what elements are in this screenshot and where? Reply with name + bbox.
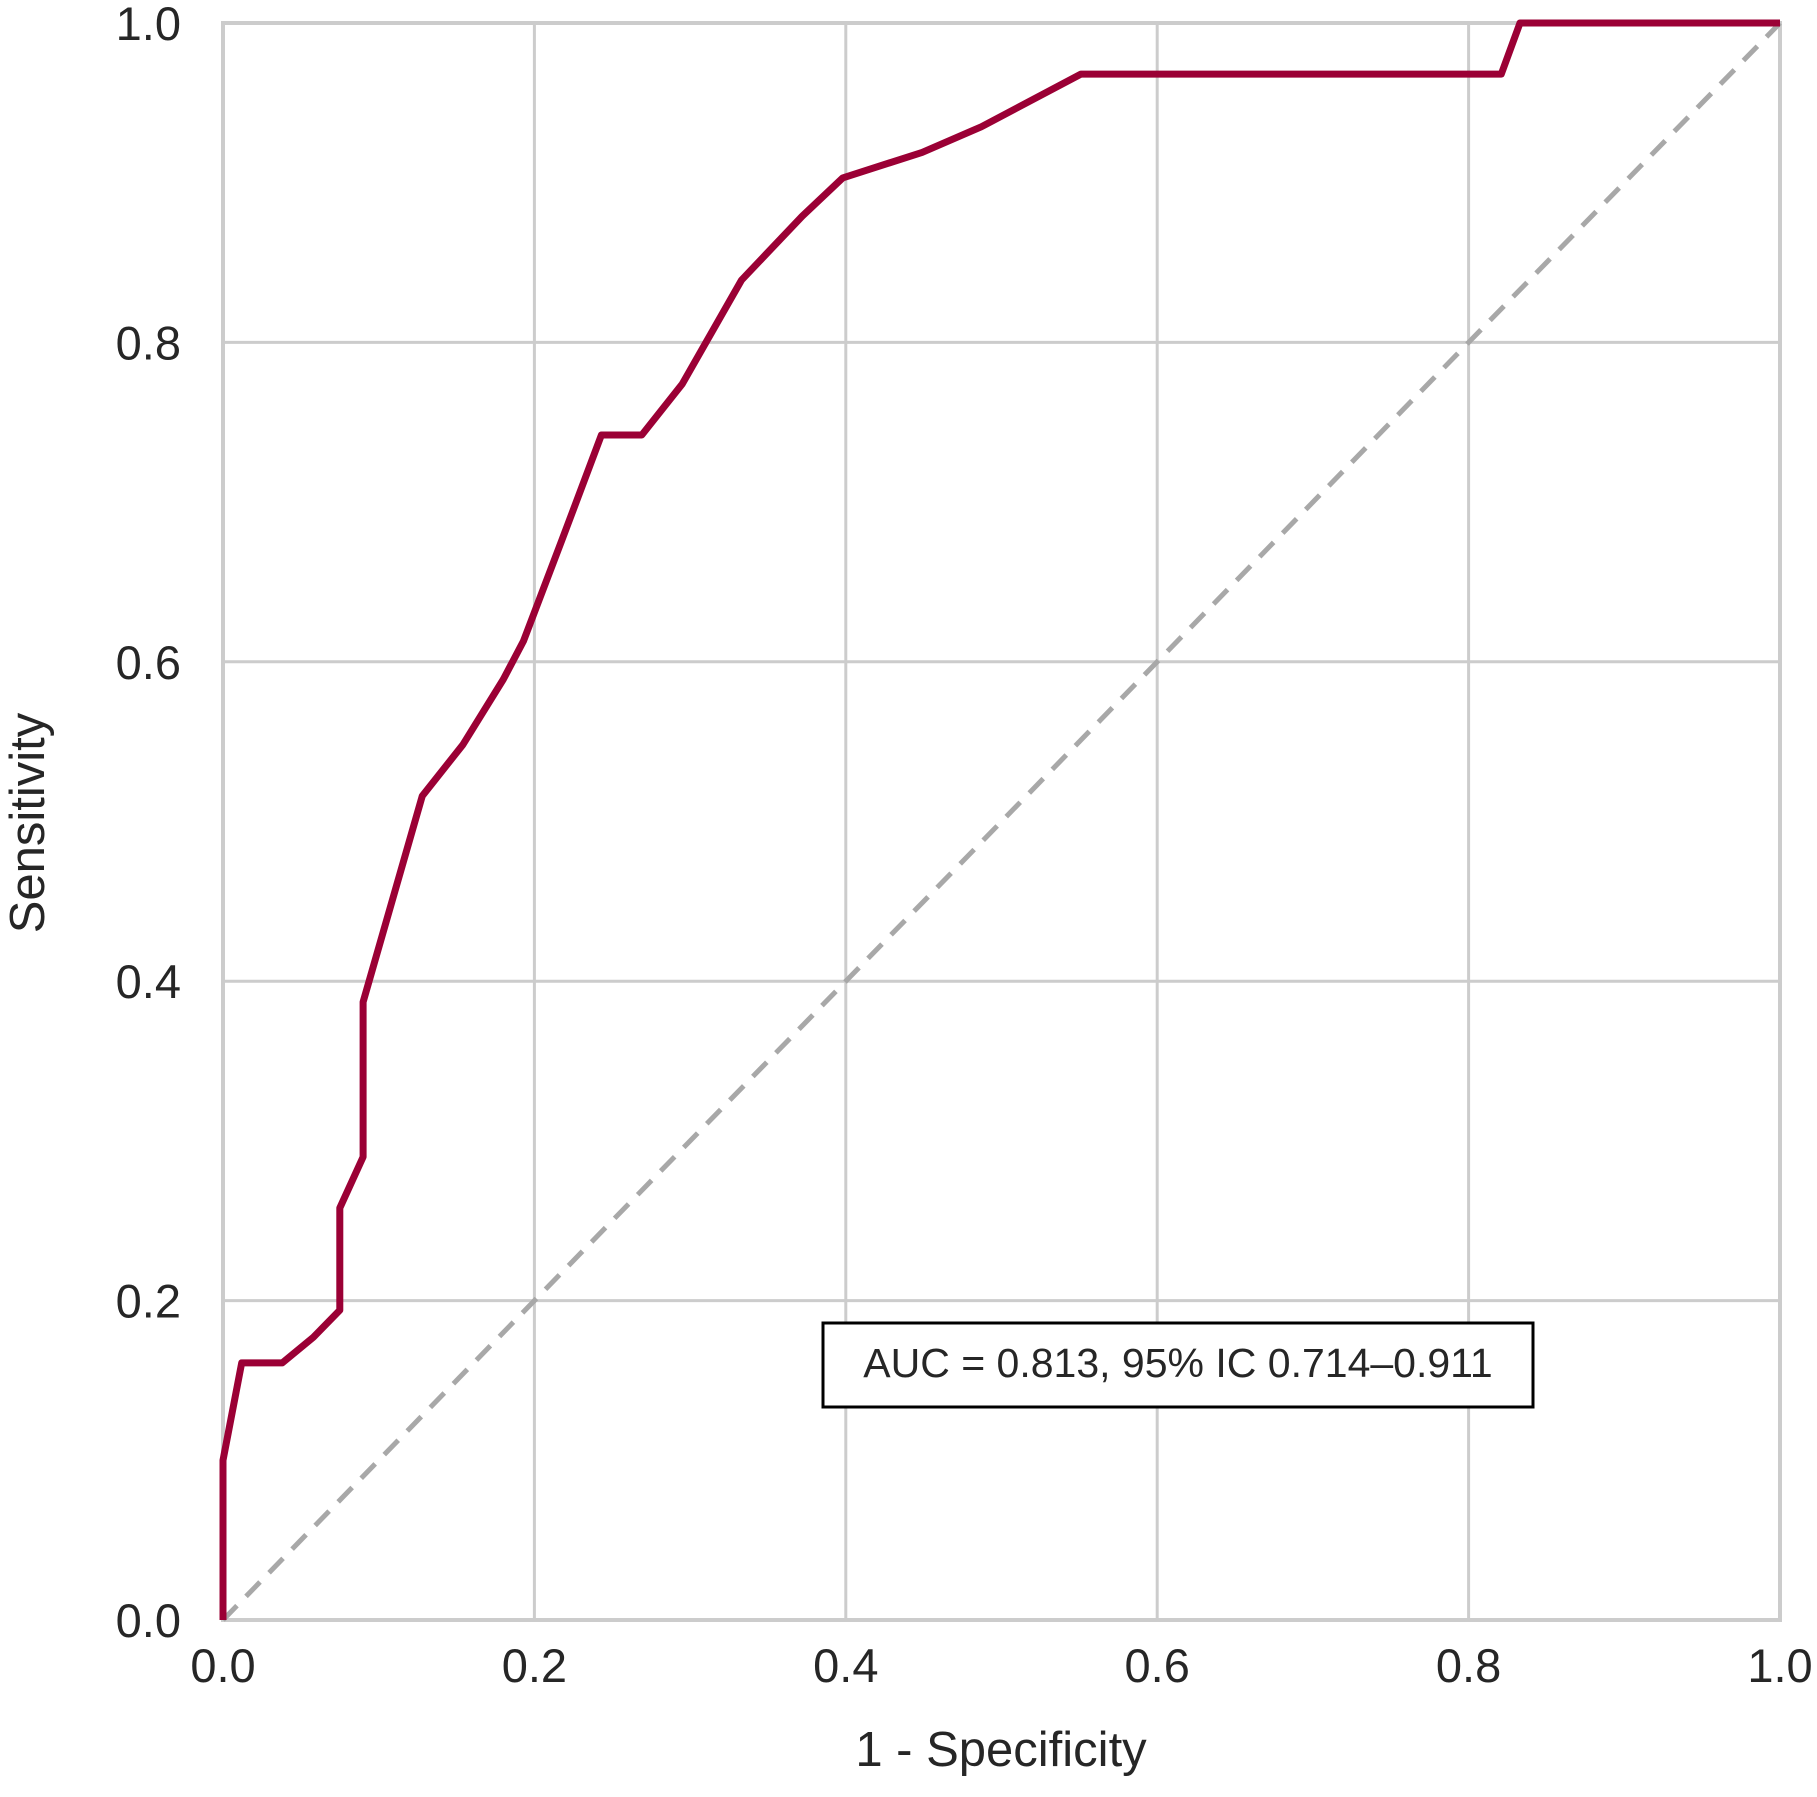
tick-labels: 0.0 0.2 0.4 0.6 0.8 1.0 0.0 0.2 0.4 0.6 0.8 1.0 (116, 0, 1813, 1692)
x-tick-label: 0.6 (1125, 1639, 1190, 1692)
auc-annotation: AUC = 0.813, 95% IC 0.714–0.911 (821, 1321, 1535, 1409)
x-tick-label: 1.0 (1747, 1639, 1812, 1692)
y-tick-label: 0.0 (116, 1594, 181, 1647)
y-tick-label: 0.6 (116, 636, 181, 689)
plot-frame (221, 21, 1782, 1622)
x-tick-label: 0.2 (502, 1639, 567, 1692)
x-tick-label: 0.4 (813, 1639, 878, 1692)
y-tick-label: 0.2 (116, 1275, 181, 1328)
y-tick-label: 0.8 (116, 316, 181, 369)
annotation-box (821, 1321, 1535, 1409)
y-axis-title: Sensitivity (1, 712, 55, 933)
x-tick-label: 0.0 (190, 1639, 255, 1692)
reference-diagonal-line (221, 21, 1782, 1622)
roc-curve-line (219, 19, 1780, 1620)
y-tick-label: 0.4 (116, 955, 181, 1008)
annotation-text: AUC = 0.813, 95% IC 0.714–0.911 (863, 1340, 1492, 1386)
plot-border (221, 21, 1782, 1622)
x-axis-title: 1 - Specificity (855, 1723, 1147, 1777)
series-layer (219, 19, 1782, 1622)
y-tick-label: 1.0 (116, 0, 181, 50)
x-tick-label: 0.8 (1436, 1639, 1501, 1692)
